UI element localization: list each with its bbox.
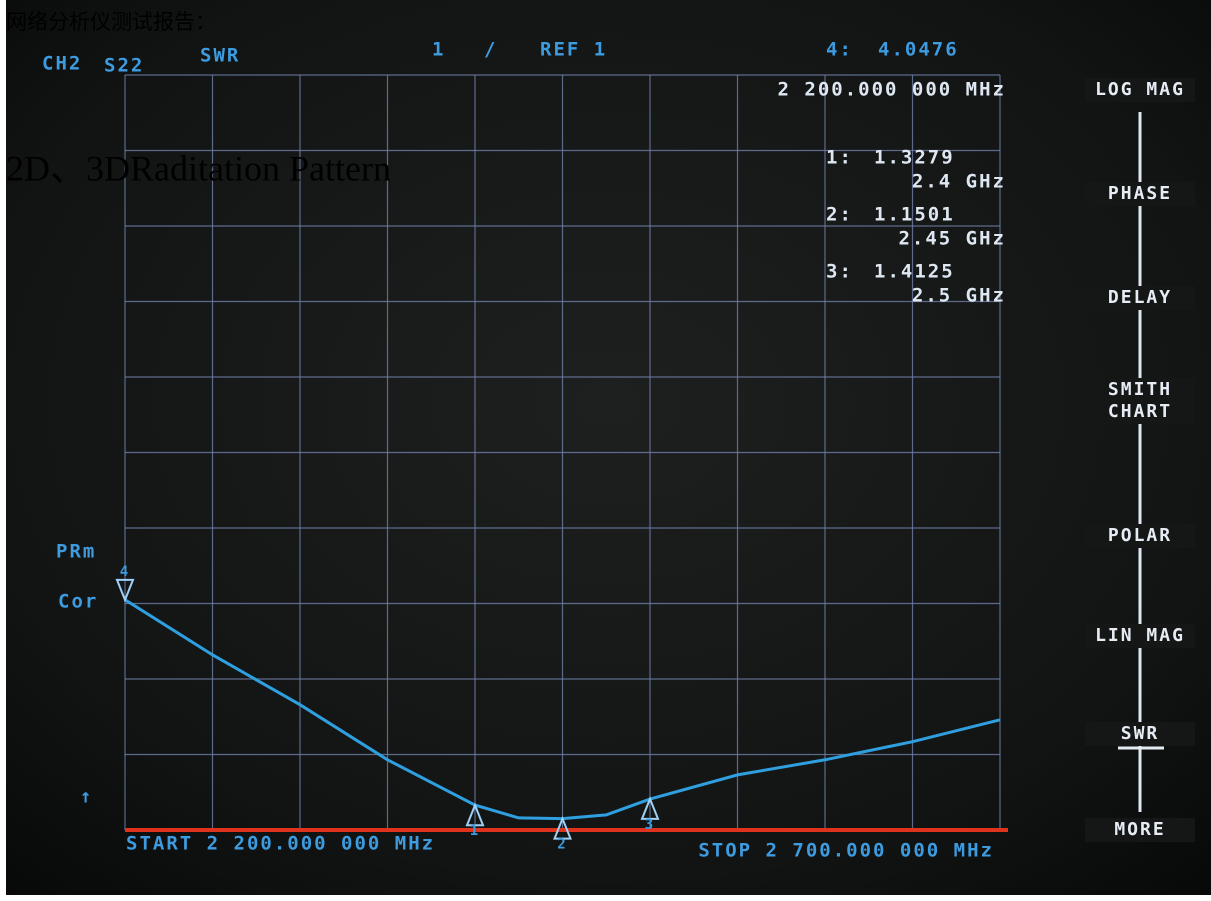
softkey[interactable]: LIN MAG	[1095, 625, 1185, 646]
scale-unit: /	[484, 39, 497, 61]
marker-readout-value: 1.4125	[874, 261, 955, 283]
reference: REF 1	[540, 39, 607, 61]
softkey[interactable]: CHART	[1108, 401, 1172, 422]
marker-id: 3	[645, 817, 655, 833]
channel: CH2	[42, 53, 82, 75]
softkey[interactable]: LOG MAG	[1095, 79, 1185, 100]
scale: 1	[432, 39, 445, 61]
marker-id: 2	[557, 837, 567, 853]
reference-arrow: ↑	[80, 786, 93, 808]
softkey[interactable]: POLAR	[1108, 525, 1172, 546]
softkey[interactable]: SWR	[1121, 723, 1160, 744]
marker-readout-label: 2:	[826, 204, 853, 226]
marker-readout-frequency: 2.45 GHz	[898, 228, 1006, 250]
start-label: START 2 200.000 000 MHz	[126, 833, 435, 855]
status: PRm	[56, 541, 96, 563]
display-background	[6, 0, 1211, 895]
stop-label: STOP 2 700.000 000 MHz	[698, 840, 994, 862]
softkey[interactable]: PHASE	[1108, 183, 1172, 204]
section-title: 2D、3DRaditation Pattern	[6, 148, 391, 188]
marker-readout-frequency: 2.5 GHz	[912, 285, 1006, 307]
marker-readout-label: 1:	[826, 147, 853, 169]
marker-readout-label: 3:	[826, 261, 853, 283]
active-marker-label: 4:	[826, 39, 853, 61]
active-marker-frequency: 2 200.000 000 MHz	[778, 79, 1006, 101]
marker-readout-value: 1.3279	[874, 147, 955, 169]
parameter: S22	[104, 55, 144, 77]
marker-readout-frequency: 2.4 GHz	[912, 171, 1006, 193]
screen: CH2 S22 SWR 1 / REF 1 4: 4.0476 2 200.00…	[0, 0, 1211, 901]
marker-id: 4	[120, 564, 130, 580]
softkey[interactable]: MORE	[1114, 819, 1165, 840]
report-title: 网络分析仪测试报告：	[6, 10, 216, 34]
marker-id: 1	[470, 823, 480, 839]
format: SWR	[200, 45, 240, 67]
marker-readout-value: 1.1501	[874, 204, 955, 226]
softkey[interactable]: DELAY	[1108, 287, 1172, 308]
active-marker-value: 4.0476	[878, 39, 959, 61]
softkey[interactable]: SMITH	[1108, 379, 1172, 400]
status: Cor	[58, 591, 98, 613]
